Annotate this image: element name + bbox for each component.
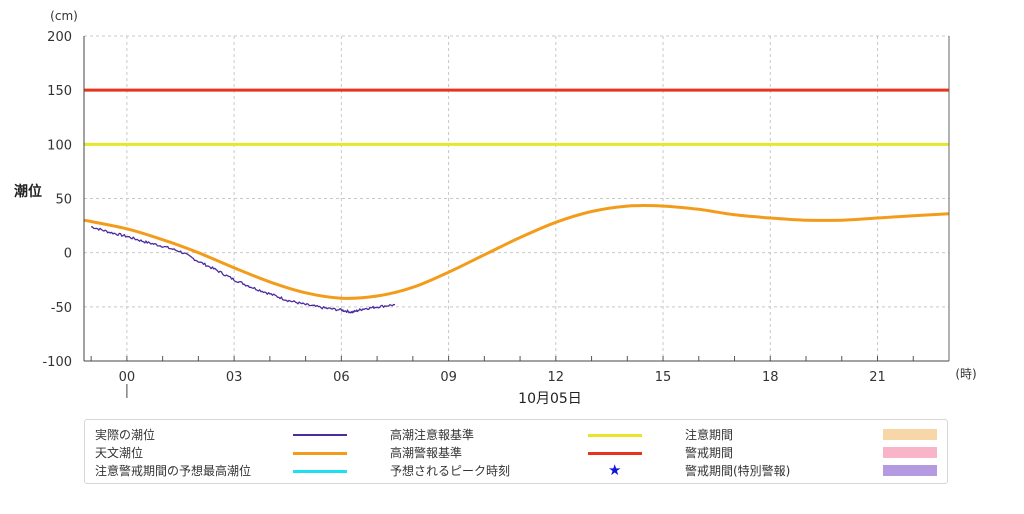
legend-line-swatch [293, 470, 347, 473]
x-tick-label: 00 [119, 370, 136, 385]
x-tick-label: 06 [333, 370, 350, 385]
y-tick-label: 50 [55, 193, 72, 208]
y-tick-label: 150 [47, 84, 72, 99]
y-tick-label: -100 [42, 355, 72, 370]
legend-area-swatch [883, 465, 937, 476]
y-tick-label: -50 [51, 301, 72, 316]
date-label: 10月05日 [518, 391, 582, 407]
observed-tide-line [91, 226, 396, 314]
x-tick-label: 09 [440, 370, 457, 385]
y-unit-label: (cm) [50, 9, 78, 23]
legend-label: 注意期間 [685, 428, 734, 442]
x-tick-label: 21 [869, 370, 886, 385]
legend-label: 予想されるピーク時刻 [390, 464, 511, 478]
y-axis-label: 潮位 [14, 183, 42, 200]
legend-label: 天文潮位 [95, 446, 144, 460]
legend-line-swatch [293, 452, 347, 455]
x-tick-label: 15 [655, 370, 672, 385]
legend-label: 高潮警報基準 [390, 446, 463, 460]
legend-label: 警戒期間(特別警報) [685, 464, 791, 478]
x-tick-label: 03 [226, 370, 243, 385]
legend: 実際の潮位天文潮位注意警戒期間の予想最高潮位 高潮注意報基準 高潮警報基準予想される… [84, 419, 948, 484]
legend-label: 警戒期間 [685, 446, 734, 460]
legend-label: 実際の潮位 [95, 428, 156, 442]
tide-chart: (cm) 潮位 (時) 10月05日 200 150 100 50 0 -50 -100 00… [14, 9, 977, 407]
x-tick-label: 18 [762, 370, 779, 385]
y-tick-label: 200 [47, 30, 72, 45]
x-tick-label: 12 [548, 370, 565, 385]
legend-line-swatch [588, 452, 642, 455]
x-unit-label: (時) [955, 367, 976, 381]
y-tick-label: 0 [64, 247, 72, 262]
astronomical-tide-line [83, 204, 950, 300]
legend-area-swatch [883, 447, 937, 458]
y-tick-label: 100 [47, 138, 72, 153]
legend-label: 高潮注意報基準 [390, 428, 475, 442]
legend-line-swatch [588, 434, 642, 437]
legend-label: 注意警戒期間の予想最高潮位 [95, 464, 252, 478]
legend-area-swatch [883, 429, 937, 440]
star-icon: ★ [608, 461, 622, 479]
legend-line-swatch [293, 434, 347, 436]
